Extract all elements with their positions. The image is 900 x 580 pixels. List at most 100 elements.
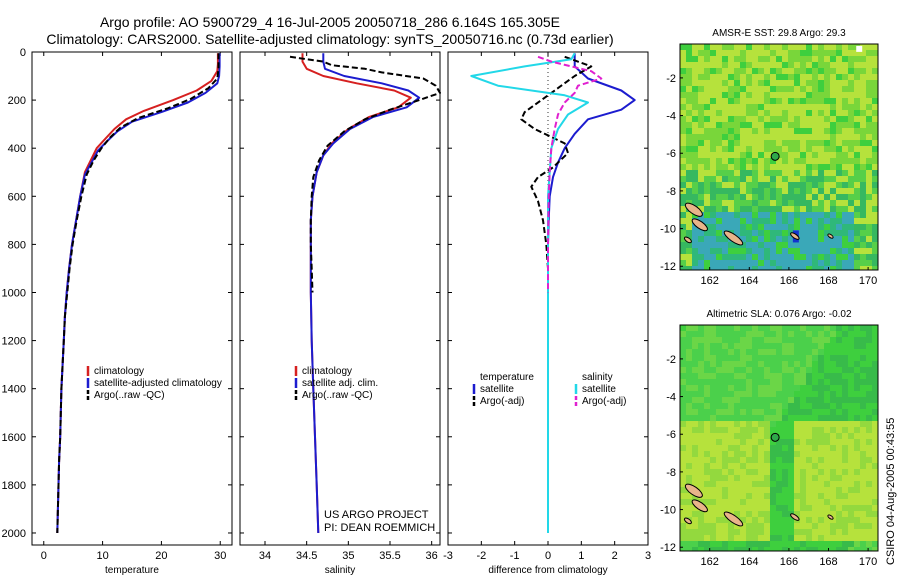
map-cell — [686, 331, 693, 338]
map-cell — [770, 535, 777, 542]
map-cell — [752, 451, 759, 458]
map-cell — [848, 68, 855, 75]
map-cell — [812, 188, 819, 195]
map-cell — [728, 463, 735, 470]
map-cell — [692, 182, 699, 189]
series-line-salinity-argo-adj- — [537, 55, 603, 293]
map-cell — [722, 146, 729, 153]
map-cell — [776, 224, 783, 231]
map-cell — [704, 44, 711, 51]
map-cell — [824, 547, 831, 551]
map-cell — [830, 535, 837, 542]
map-cell — [764, 337, 771, 344]
map-cell — [806, 451, 813, 458]
map-field — [680, 44, 878, 270]
map-cell — [788, 50, 795, 57]
map-cell — [722, 212, 729, 219]
map-cell — [794, 325, 801, 332]
map-cell — [746, 337, 753, 344]
map-cell — [866, 427, 873, 434]
map-cell — [830, 391, 837, 398]
map-cell — [776, 349, 783, 356]
map-cell — [788, 325, 795, 332]
map-cell — [830, 451, 837, 458]
map-cell — [734, 385, 741, 392]
map-cell — [776, 421, 783, 428]
map-cell — [830, 541, 837, 548]
map-cell — [866, 62, 873, 69]
map-cell — [680, 529, 687, 536]
map-cell — [818, 397, 825, 404]
map-cell — [866, 164, 873, 171]
map-cell — [692, 481, 699, 488]
map-cell — [782, 218, 789, 225]
map-cell — [764, 469, 771, 476]
map-cell — [704, 98, 711, 105]
map-cell — [734, 373, 741, 380]
map-cell — [764, 68, 771, 75]
map-cell — [836, 260, 843, 267]
map-cell — [830, 200, 837, 207]
map-cell — [710, 44, 717, 51]
map-cell — [842, 242, 849, 249]
map-cell — [872, 505, 878, 512]
map-cell — [794, 433, 801, 440]
map-cell — [782, 56, 789, 63]
map-cell — [716, 529, 723, 536]
map-cell — [764, 499, 771, 506]
map-cell — [824, 74, 831, 81]
map-cell — [680, 74, 687, 81]
map-cell — [872, 116, 878, 123]
map-cell — [776, 134, 783, 141]
map-cell — [740, 457, 747, 464]
map-cell — [746, 92, 753, 99]
map-cell — [860, 427, 867, 434]
map-cell — [686, 86, 693, 93]
map-cell — [752, 170, 759, 177]
map-cell — [848, 92, 855, 99]
map-cell — [734, 266, 741, 270]
map-cell — [788, 206, 795, 213]
map-cell — [686, 385, 693, 392]
map-cell — [854, 361, 861, 368]
map-cell — [830, 427, 837, 434]
map-cell — [692, 409, 699, 416]
map-cell — [866, 128, 873, 135]
map-cell — [860, 523, 867, 530]
map-cell — [764, 164, 771, 171]
map-cell — [830, 397, 837, 404]
map-cell — [836, 194, 843, 201]
map-cell — [872, 457, 878, 464]
map-cell — [722, 152, 729, 159]
map-cell — [860, 50, 867, 57]
map-cell — [704, 200, 711, 207]
map-cell — [866, 523, 873, 530]
map-cell — [728, 445, 735, 452]
map-cell — [764, 373, 771, 380]
map-cell — [866, 86, 873, 93]
map-cell — [854, 349, 861, 356]
map-cell — [698, 439, 705, 446]
map-cell — [782, 343, 789, 350]
map-cell — [686, 463, 693, 470]
map-cell — [812, 194, 819, 201]
map-cell — [746, 218, 753, 225]
map-cell — [872, 110, 878, 117]
map-cell — [788, 266, 795, 270]
map-cell — [770, 248, 777, 255]
map-cell — [704, 331, 711, 338]
map-cell — [734, 224, 741, 231]
map-cell — [806, 535, 813, 542]
map-cell — [812, 379, 819, 386]
map-cell — [848, 415, 855, 422]
map-cell — [752, 116, 759, 123]
map-cell — [812, 50, 819, 57]
map-cell — [836, 547, 843, 551]
map-cell — [806, 194, 813, 201]
map-cell — [764, 325, 771, 332]
map-cell — [836, 266, 843, 270]
map-cell — [818, 415, 825, 422]
figure-title-line1: Argo profile: AO 5900729_4 16-Jul-2005 2… — [99, 14, 561, 30]
map-cell — [860, 451, 867, 458]
x-tick-label: 30 — [214, 550, 226, 562]
